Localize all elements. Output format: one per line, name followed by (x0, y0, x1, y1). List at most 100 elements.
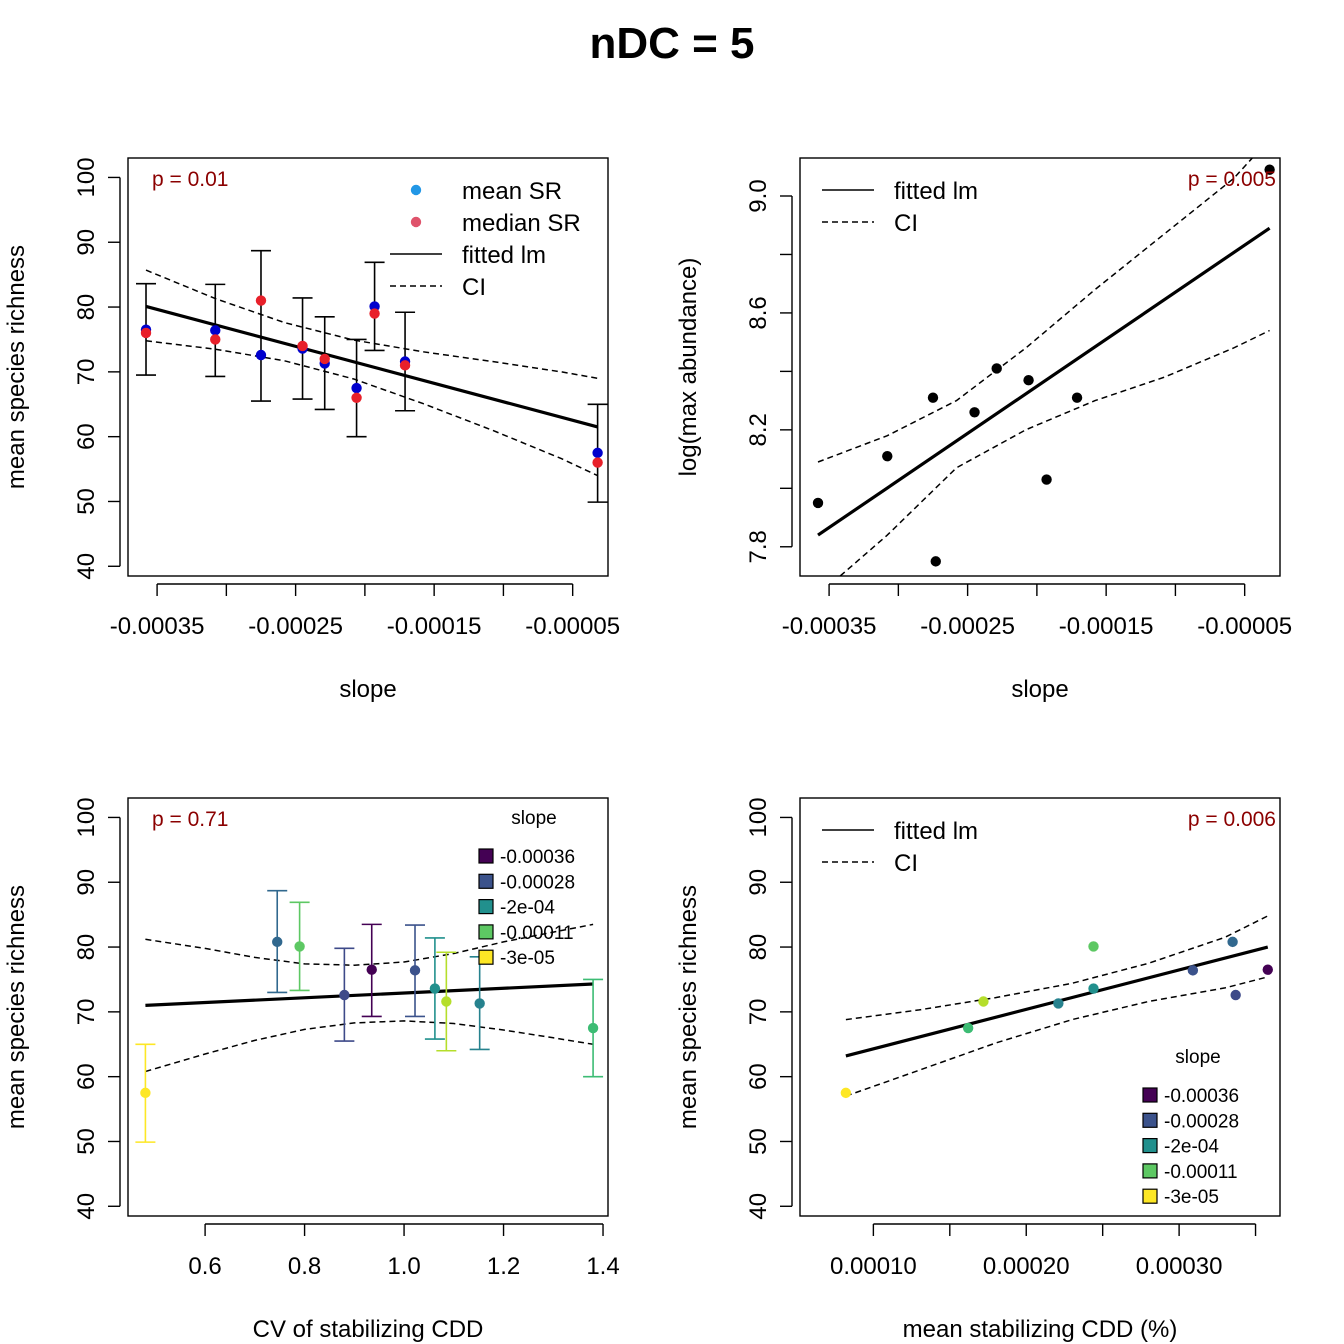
legend-title: slope (1175, 1047, 1220, 1068)
ci-lower-line (839, 329, 1270, 576)
data-point (409, 965, 421, 976)
legend-swatch (478, 949, 494, 965)
y-tick-label: 100 (745, 797, 772, 837)
y-tick-label: 90 (73, 869, 100, 896)
x-tick-label: 1.2 (487, 1253, 520, 1280)
data-point (474, 998, 485, 1009)
data-point (1227, 936, 1238, 948)
panel-bottom-left: 0.6 0.8 1.0 1.2 1.4 CV of stabilizing CDD 40 50… (3, 797, 620, 1343)
legend-label: fitted lm (894, 818, 978, 845)
y-tick-label: 90 (73, 229, 100, 256)
y-tick-label: 70 (73, 359, 100, 386)
x-tick-label: 0.8 (288, 1253, 321, 1280)
legend-swatch (478, 924, 494, 940)
data-point (978, 996, 989, 1007)
p-value-label: p = 0.71 (152, 808, 228, 831)
legend: slope -0.00036 -0.00028 -2e-04 -0.00011 -3e-0… (1142, 1047, 1239, 1208)
x-tick-label: 1.0 (387, 1253, 420, 1280)
y-axis-label: mean species richness (3, 245, 30, 489)
data-point (1053, 998, 1064, 1009)
x-axis-label: CV of stabilizing CDD (253, 1316, 484, 1343)
data-point (927, 392, 939, 403)
data-point (140, 327, 152, 339)
y-tick-label: 7.8 (745, 530, 772, 563)
figure-title: nDC = 5 (589, 19, 754, 68)
y-tick-label: 100 (73, 157, 100, 197)
plot-frame (127, 157, 609, 577)
fitted-line (145, 982, 594, 1007)
legend: slope -0.00036 -0.00028 -2e-04 -0.00011 -3e-0… (478, 808, 575, 969)
data-point (1023, 374, 1034, 386)
legend: fitted lm CI (822, 178, 978, 237)
data-point (140, 1087, 151, 1099)
y-tick-label: 9.0 (745, 179, 772, 212)
legend-label: -3e-05 (500, 948, 555, 969)
legend-label: CI (462, 274, 486, 301)
data-point (272, 936, 283, 948)
legend-label: mean SR (462, 178, 562, 205)
ci-lower-line (145, 340, 598, 477)
panel-bottom-right: 0.00010 0.00020 0.00030 mean stabilizing CD… (675, 797, 1281, 1343)
data-point (969, 407, 980, 418)
data-point (1264, 164, 1275, 175)
data-point (210, 325, 221, 336)
data-point (840, 1087, 852, 1099)
data-point (294, 941, 305, 952)
x-tick-label: -0.00035 (782, 613, 877, 640)
y-tick-label: 70 (745, 999, 772, 1026)
data-point (369, 308, 380, 319)
data-point (962, 1022, 974, 1034)
data-point (1071, 392, 1083, 403)
x-tick-label: 1.4 (586, 1253, 619, 1280)
ci-upper-line (817, 158, 1253, 463)
data-point (255, 295, 267, 306)
x-tick-label: 0.00020 (983, 1253, 1070, 1280)
x-tick-label: 0.00010 (830, 1253, 917, 1280)
data-point (255, 349, 267, 361)
y-tick-label: 50 (73, 488, 100, 515)
plot-area (812, 158, 1275, 576)
y-tick-label: 100 (73, 797, 100, 837)
ci-upper-line (145, 923, 594, 966)
panel-top-left: -0.00035 -0.00025 -0.00015 -0.00005 slope 40 5… (3, 157, 620, 703)
plot-frame (799, 157, 1281, 577)
x-tick-label: -0.00035 (110, 613, 205, 640)
legend-label: -2e-04 (1164, 1137, 1219, 1158)
data-point (587, 1022, 599, 1034)
legend-label: -3e-05 (1164, 1187, 1219, 1208)
y-tick-label: 40 (745, 1193, 772, 1220)
ci-upper-line (845, 915, 1269, 1021)
legend-label: -0.00036 (500, 847, 575, 868)
data-point (210, 334, 221, 345)
data-point (366, 964, 377, 975)
legend-label: CI (894, 850, 918, 877)
data-point (297, 340, 308, 352)
x-tick-label: 0.00030 (1136, 1253, 1223, 1280)
legend-label: CI (894, 210, 918, 237)
data-point (592, 457, 603, 468)
y-tick-label: 80 (73, 934, 100, 961)
legend-point (410, 184, 422, 196)
data-point (1041, 474, 1052, 485)
data-point (339, 989, 350, 1001)
data-point (1262, 964, 1273, 975)
y-tick-label: 70 (73, 999, 100, 1026)
data-point (930, 556, 941, 567)
data-point (441, 996, 452, 1007)
legend-swatch (1142, 1137, 1158, 1154)
p-value-label: p = 0.005 (1188, 168, 1276, 191)
data-point (429, 983, 441, 994)
plot-area (840, 915, 1273, 1099)
x-tick-label: 0.6 (188, 1253, 221, 1280)
fitted-line (145, 304, 599, 429)
data-point (399, 360, 411, 371)
data-point (319, 353, 330, 365)
y-tick-label: 60 (73, 423, 100, 450)
x-axis-label: mean stabilizing CDD (%) (903, 1316, 1178, 1343)
y-tick-label: 40 (73, 1193, 100, 1220)
data-point (1088, 983, 1099, 994)
data-point (812, 497, 824, 509)
legend-swatch (1142, 1112, 1158, 1128)
data-point (991, 363, 1002, 374)
